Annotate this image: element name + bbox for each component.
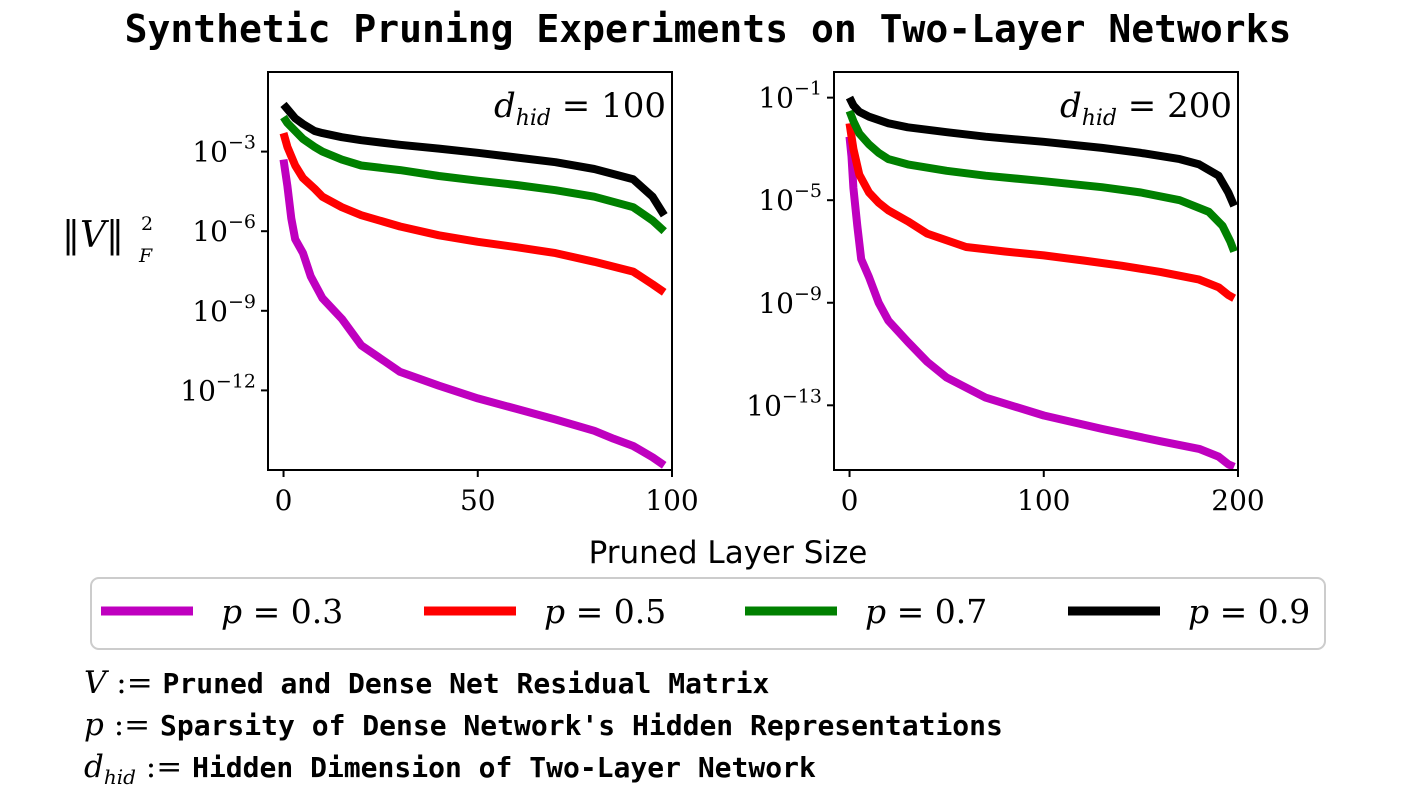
x-tick-label: 100 bbox=[1017, 484, 1070, 517]
y-tick-label: 10−13 bbox=[746, 385, 822, 422]
y-tick-label: 10−6 bbox=[192, 211, 256, 248]
series-line-p-0-7 bbox=[280, 114, 667, 235]
legend: p = 0.3 p = 0.5 p = 0.7 p = 0.9 bbox=[90, 577, 1326, 650]
definition-v: V := Pruned and Dense Net Residual Matri… bbox=[84, 665, 770, 701]
y-tick-label: 10−5 bbox=[758, 180, 822, 217]
panel-dhid-200: 10−1 10−5 10−9 10−13 0 100 200 dhid = 200 bbox=[746, 71, 1265, 517]
x-tick-label: 0 bbox=[275, 484, 293, 517]
y-axis-label: ‖V‖ 2 F bbox=[62, 213, 153, 267]
y-tick-label: 10−1 bbox=[758, 78, 822, 115]
x-tick-label: 200 bbox=[1211, 484, 1264, 517]
x-axis-label: Pruned Layer Size bbox=[589, 535, 868, 571]
panel-1-y-ticks: 10−3 10−6 10−9 10−12 bbox=[180, 132, 268, 407]
y-axis-label-sup: 2 bbox=[141, 213, 153, 235]
panel-1-lines bbox=[279, 101, 668, 469]
panel-1-annotation: dhid = 100 bbox=[494, 86, 666, 131]
figure-title: Synthetic Pruning Experiments on Two-Lay… bbox=[125, 7, 1292, 51]
panel-2-lines bbox=[845, 95, 1238, 471]
panel-1-axes-frame bbox=[267, 71, 673, 471]
x-tick-label: 100 bbox=[645, 484, 698, 517]
x-tick-label: 50 bbox=[460, 484, 496, 517]
series-line-p-0-7 bbox=[845, 109, 1238, 253]
panel-1-x-ticks: 0 50 100 bbox=[275, 470, 699, 517]
y-tick-label: 10−12 bbox=[180, 370, 256, 407]
legend-label: p = 0.7 bbox=[865, 592, 987, 631]
y-tick-label: 10−3 bbox=[192, 132, 256, 169]
panel-2-y-ticks: 10−1 10−5 10−9 10−13 bbox=[746, 78, 834, 422]
definition-dhid: dhid := Hidden Dimension of Two-Layer Ne… bbox=[84, 749, 816, 789]
y-axis-label-norm: ‖V‖ bbox=[62, 215, 124, 256]
y-axis-label-sub: F bbox=[138, 245, 153, 267]
y-tick-label: 10−9 bbox=[758, 283, 822, 320]
legend-label: p = 0.9 bbox=[1188, 592, 1310, 631]
series-line-p-0-3 bbox=[845, 136, 1236, 471]
legend-label: p = 0.3 bbox=[221, 592, 343, 631]
panel-2-annotation: dhid = 200 bbox=[1060, 86, 1232, 131]
legend-box bbox=[90, 577, 1326, 650]
panel-dhid-100: 10−3 10−6 10−9 10−12 0 50 100 dhid = 100 bbox=[180, 71, 699, 517]
legend-label: p = 0.5 bbox=[544, 592, 666, 631]
series-line-p-0-5 bbox=[845, 122, 1237, 302]
panel-2-x-ticks: 0 100 200 bbox=[841, 470, 1265, 517]
y-tick-label: 10−9 bbox=[192, 291, 256, 328]
definition-p: p := Sparsity of Dense Network's Hidden … bbox=[84, 707, 1003, 743]
series-line-p-0-3 bbox=[279, 159, 667, 469]
panel-2-axes-frame bbox=[833, 71, 1239, 471]
series-line-p-0-9 bbox=[845, 95, 1238, 208]
definitions: V := Pruned and Dense Net Residual Matri… bbox=[84, 665, 1003, 789]
series-line-p-0-5 bbox=[279, 132, 667, 296]
series-line-p-0-9 bbox=[280, 101, 668, 218]
x-tick-label: 0 bbox=[841, 484, 859, 517]
